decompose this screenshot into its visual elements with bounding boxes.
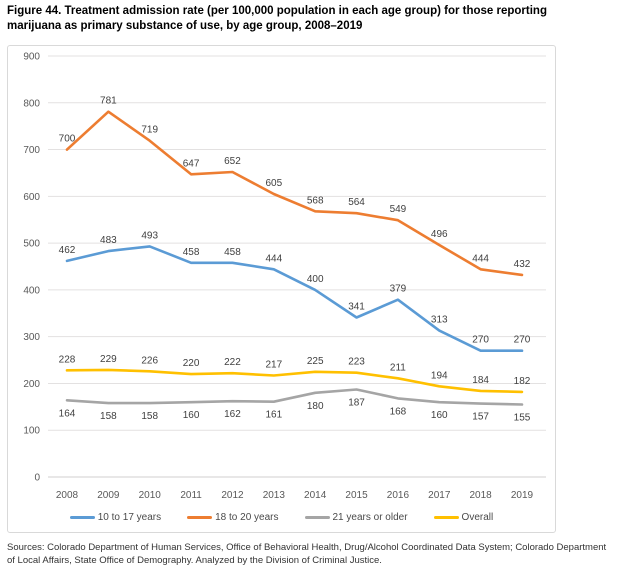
x-axis-tick-label: 2010	[139, 490, 162, 501]
data-label: 700	[59, 134, 76, 145]
y-axis-tick-label: 500	[23, 239, 40, 250]
x-axis-tick-label: 2011	[180, 490, 202, 501]
series-line-18-to-20-years	[65, 110, 524, 277]
figure-title-line-2: marijuana as primary substance of use, b…	[7, 20, 363, 32]
data-label: 270	[514, 335, 531, 346]
data-label: 228	[59, 354, 76, 365]
data-label: 652	[224, 156, 241, 167]
legend-line-marker-icon	[304, 516, 330, 519]
series-line-overall	[65, 368, 524, 394]
data-label: 194	[431, 370, 448, 381]
data-label: 496	[431, 229, 448, 240]
data-label: 462	[59, 245, 76, 256]
source-note-line-1: Sources: Colorado Department of Human Se…	[7, 542, 607, 553]
data-label: 161	[265, 410, 282, 421]
data-label: 226	[141, 355, 158, 366]
legend-line-marker-icon	[69, 516, 95, 519]
data-label: 270	[472, 335, 489, 346]
data-label: 182	[514, 376, 531, 387]
legend-label: Overall	[461, 512, 494, 523]
data-label: 781	[100, 96, 117, 107]
source-note-line-2: of Local Affairs, State Office of Demogr…	[7, 555, 382, 566]
data-label: 158	[100, 411, 117, 422]
x-axis-tick-label: 2015	[345, 490, 368, 501]
data-label: 564	[348, 197, 365, 208]
data-label: 225	[307, 356, 324, 367]
data-label: 223	[348, 357, 365, 368]
data-label: 217	[265, 360, 282, 371]
data-label: 444	[472, 253, 489, 264]
data-label: 180	[307, 401, 324, 412]
y-axis-tick-label: 900	[23, 52, 40, 63]
x-axis-tick-label: 2019	[511, 490, 534, 501]
y-axis-tick-label: 0	[34, 473, 40, 484]
x-axis-tick-label: 2016	[387, 490, 410, 501]
legend-label: 18 to 20 years	[215, 512, 279, 523]
legend-line-marker-icon	[187, 516, 213, 519]
data-label: 222	[224, 357, 241, 368]
data-label: 158	[141, 411, 158, 422]
y-axis-tick-label: 600	[23, 192, 40, 203]
y-axis-tick-label: 400	[23, 285, 40, 296]
data-label: 157	[472, 412, 489, 423]
data-label: 187	[348, 398, 365, 409]
y-axis-tick-label: 200	[23, 379, 40, 390]
legend-item-18-to-20-years: 18 to 20 years	[187, 512, 279, 523]
series-line-21-years-or-older	[65, 388, 524, 406]
data-label: 458	[224, 247, 241, 258]
data-label: 160	[183, 410, 200, 421]
legend-item-overall: Overall	[433, 512, 494, 523]
x-axis-tick-label: 2014	[304, 490, 327, 501]
data-label: 155	[514, 413, 531, 424]
y-axis-tick-label: 700	[23, 145, 40, 156]
series-line-10-to-17-years	[65, 245, 524, 353]
legend-item-21-years-or-older: 21 years or older	[304, 512, 408, 523]
data-label: 400	[307, 274, 324, 285]
data-label: 313	[431, 315, 448, 326]
figure-title: Figure 44. Treatment admission rate (per…	[7, 4, 621, 34]
data-label: 483	[100, 235, 117, 246]
data-label: 549	[390, 204, 407, 215]
x-axis-tick-label: 2012	[221, 490, 244, 501]
data-label: 184	[472, 375, 489, 386]
data-label: 220	[183, 358, 200, 369]
data-label: 493	[141, 230, 158, 241]
data-label: 162	[224, 409, 241, 420]
x-axis-tick-label: 2009	[97, 490, 120, 501]
data-label: 432	[514, 259, 531, 270]
y-axis-tick-label: 300	[23, 332, 40, 343]
legend-label: 21 years or older	[332, 512, 408, 523]
legend-line-marker-icon	[433, 516, 459, 519]
x-axis-tick-label: 2013	[263, 490, 286, 501]
figure-title-line-1: Figure 44. Treatment admission rate (per…	[7, 5, 547, 17]
data-label: 568	[307, 195, 324, 206]
legend-item-10-to-17-years: 10 to 17 years	[69, 512, 162, 523]
x-axis-tick-label: 2018	[470, 490, 493, 501]
y-axis-tick-label: 800	[23, 98, 40, 109]
data-label: 229	[100, 354, 117, 365]
legend-label: 10 to 17 years	[97, 512, 162, 523]
data-label: 719	[141, 125, 158, 136]
data-label: 168	[390, 406, 407, 417]
x-axis-tick-label: 2008	[56, 490, 79, 501]
data-label: 379	[390, 284, 407, 295]
x-axis-tick-label: 2017	[428, 490, 451, 501]
data-label: 160	[431, 410, 448, 421]
data-label: 647	[183, 158, 200, 169]
data-label: 444	[265, 253, 282, 264]
figure-44-chart: 0 100 200 300 400 500 600 700 800 900 2008 2009 2010…	[7, 45, 556, 533]
chart-plot-area: 0 100 200 300 400 500 600 700 800 900 2008 2009 2010…	[23, 52, 546, 501]
source-note: Sources: Colorado Department of Human Se…	[7, 541, 623, 567]
y-axis-tick-label: 100	[23, 426, 40, 437]
data-label: 164	[59, 408, 76, 419]
data-label: 341	[348, 302, 365, 313]
chart-legend: 10 to 17 years 18 to 20 years 21 years or …	[8, 512, 555, 523]
data-label: 458	[183, 247, 200, 258]
data-label: 211	[390, 362, 406, 373]
data-label: 605	[265, 178, 282, 189]
